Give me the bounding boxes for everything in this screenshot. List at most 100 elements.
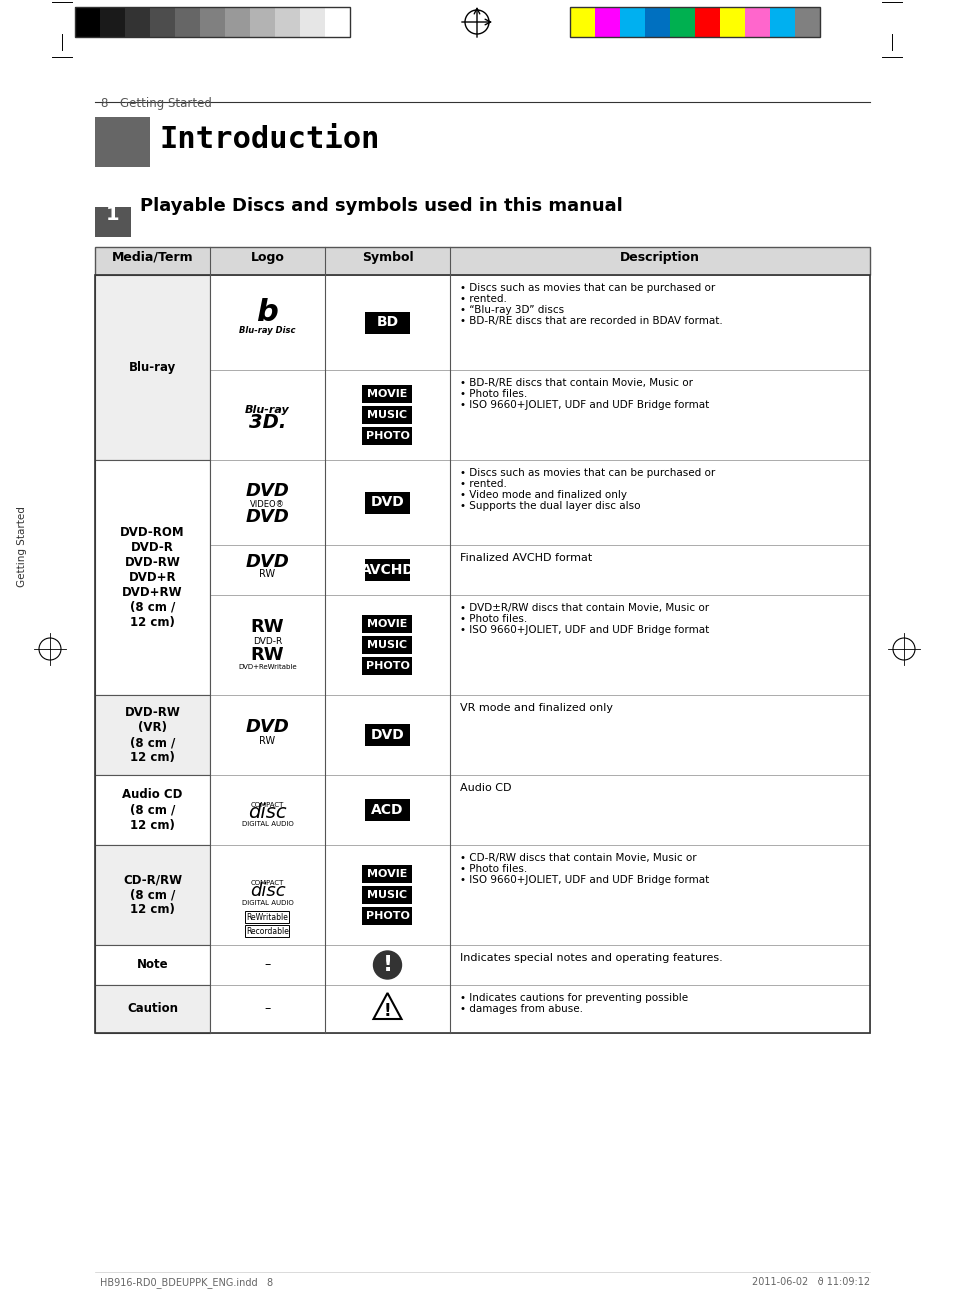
Text: Getting Started: Getting Started: [120, 97, 212, 110]
Bar: [95, 946, 210, 984]
Bar: [325, 695, 450, 776]
Bar: [325, 846, 450, 946]
Bar: [569, 6, 820, 38]
Text: DVD: DVD: [245, 481, 289, 499]
Bar: [450, 776, 869, 846]
Bar: [450, 695, 869, 776]
Bar: [125, 6, 150, 38]
Bar: [95, 846, 210, 946]
Text: • rented.: • rented.: [459, 294, 506, 303]
Text: • Discs such as movies that can be purchased or: • Discs such as movies that can be purch…: [459, 468, 715, 479]
Bar: [644, 6, 669, 38]
Text: RW: RW: [259, 735, 275, 746]
Text: RW: RW: [251, 646, 284, 664]
Text: –: –: [264, 1003, 271, 1016]
Bar: [450, 846, 869, 946]
Bar: [362, 615, 412, 633]
Text: • Video mode and finalized only: • Video mode and finalized only: [459, 490, 626, 501]
Text: 3D.: 3D.: [249, 414, 286, 432]
Text: • “Blu-ray 3D” discs: • “Blu-ray 3D” discs: [459, 305, 563, 315]
Text: Symbol: Symbol: [361, 252, 413, 265]
Bar: [95, 275, 210, 460]
Text: DIGITAL AUDIO: DIGITAL AUDIO: [241, 821, 294, 827]
Bar: [95, 246, 869, 275]
Text: Introduction: Introduction: [160, 125, 380, 154]
Text: Blu-ray: Blu-ray: [129, 361, 176, 374]
Bar: [365, 724, 410, 746]
Text: PHOTO: PHOTO: [365, 661, 409, 671]
Bar: [365, 799, 410, 821]
Text: 1: 1: [106, 205, 120, 223]
Text: DVD: DVD: [370, 728, 404, 742]
Bar: [362, 427, 412, 445]
Text: Logo: Logo: [251, 252, 284, 265]
Bar: [210, 776, 325, 846]
Bar: [450, 946, 869, 984]
Text: • Photo files.: • Photo files.: [459, 613, 527, 624]
Text: • Supports the dual layer disc also: • Supports the dual layer disc also: [459, 501, 639, 511]
Text: 8: 8: [100, 97, 108, 110]
Bar: [450, 370, 869, 460]
Bar: [450, 595, 869, 695]
Bar: [325, 595, 450, 695]
Bar: [362, 658, 412, 674]
Text: HB916-RD0_BDEUPPK_ENG.indd   8: HB916-RD0_BDEUPPK_ENG.indd 8: [100, 1278, 273, 1288]
Text: DVD-R: DVD-R: [253, 637, 282, 646]
Text: MUSIC: MUSIC: [367, 639, 407, 650]
Text: Blu-ray: Blu-ray: [245, 405, 290, 415]
Bar: [210, 695, 325, 776]
Text: Finalized AVCHD format: Finalized AVCHD format: [459, 553, 592, 563]
Bar: [210, 460, 325, 545]
Bar: [720, 6, 744, 38]
Text: • damages from abuse.: • damages from abuse.: [459, 1004, 582, 1014]
Bar: [95, 460, 210, 695]
Text: PHOTO: PHOTO: [365, 910, 409, 921]
Text: DVD-ROM
DVD-R
DVD-RW
DVD+R
DVD+RW
(8 cm /
12 cm): DVD-ROM DVD-R DVD-RW DVD+R DVD+RW (8 cm …: [120, 527, 185, 629]
Text: • Discs such as movies that can be purchased or: • Discs such as movies that can be purch…: [459, 283, 715, 293]
Bar: [794, 6, 820, 38]
Text: PHOTO: PHOTO: [365, 431, 409, 441]
Text: COMPACT: COMPACT: [251, 879, 284, 886]
Text: Note: Note: [136, 958, 168, 971]
Text: Playable Discs and symbols used in this manual: Playable Discs and symbols used in this …: [140, 197, 622, 215]
Bar: [95, 275, 869, 1032]
Text: Media/Term: Media/Term: [112, 252, 193, 265]
Bar: [325, 946, 450, 984]
Text: Caution: Caution: [127, 1003, 178, 1016]
Bar: [174, 6, 200, 38]
Bar: [210, 846, 325, 946]
Text: Description: Description: [619, 252, 700, 265]
Text: • Photo files.: • Photo files.: [459, 389, 527, 399]
Bar: [75, 6, 350, 38]
Text: VIDEO®: VIDEO®: [250, 501, 285, 508]
Bar: [595, 6, 619, 38]
Bar: [325, 776, 450, 846]
Bar: [325, 275, 450, 370]
Text: • DVD±R/RW discs that contain Movie, Music or: • DVD±R/RW discs that contain Movie, Mus…: [459, 603, 708, 613]
Bar: [695, 6, 720, 38]
Text: • BD-R/RE discs that contain Movie, Music or: • BD-R/RE discs that contain Movie, Musi…: [459, 377, 692, 388]
Text: RW: RW: [259, 569, 275, 578]
Text: DVD+ReWritable: DVD+ReWritable: [238, 664, 296, 671]
Bar: [365, 559, 410, 581]
Text: • ISO 9660+JOLIET, UDF and UDF Bridge format: • ISO 9660+JOLIET, UDF and UDF Bridge fo…: [459, 625, 708, 636]
Text: MOVIE: MOVIE: [367, 619, 407, 629]
Text: • CD-R/RW discs that contain Movie, Music or: • CD-R/RW discs that contain Movie, Musi…: [459, 853, 696, 863]
Text: • rented.: • rented.: [459, 479, 506, 489]
Bar: [569, 6, 595, 38]
Bar: [95, 695, 210, 776]
Text: disc: disc: [250, 882, 285, 900]
Bar: [210, 545, 325, 595]
Text: • ISO 9660+JOLIET, UDF and UDF Bridge format: • ISO 9660+JOLIET, UDF and UDF Bridge fo…: [459, 875, 708, 885]
Text: MOVIE: MOVIE: [367, 869, 407, 879]
Text: BD: BD: [376, 315, 398, 329]
Text: RW: RW: [251, 617, 284, 636]
Text: VR mode and finalized only: VR mode and finalized only: [459, 703, 613, 713]
Bar: [744, 6, 769, 38]
Bar: [210, 946, 325, 984]
Text: –: –: [264, 958, 271, 971]
Bar: [362, 385, 412, 403]
Bar: [365, 492, 410, 514]
Text: Audio CD
(8 cm /
12 cm): Audio CD (8 cm / 12 cm): [122, 789, 182, 831]
Text: DVD-RW
(VR)
(8 cm /
12 cm): DVD-RW (VR) (8 cm / 12 cm): [125, 706, 180, 764]
